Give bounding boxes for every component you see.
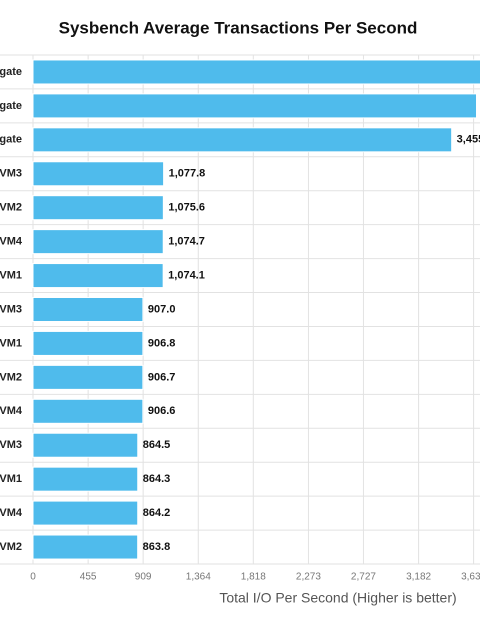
bar: [32, 297, 144, 322]
value-label: 906.8: [148, 337, 176, 349]
x-tick-label: 455: [80, 572, 97, 583]
category-label: VM3: [0, 303, 22, 315]
category-label: VM3: [0, 168, 22, 180]
bar: [32, 161, 165, 187]
bar: [32, 330, 144, 356]
category-label: VM1: [0, 269, 22, 281]
value-label: 1,077.8: [169, 168, 206, 180]
x-tick-label: 909: [135, 572, 152, 583]
value-label: 1,074.1: [168, 269, 205, 281]
value-label: 1,074.7: [168, 236, 205, 248]
category-label: VM1: [0, 337, 22, 349]
value-label: 906.7: [148, 371, 176, 383]
chart-title: Sysbench Average Transactions Per Second: [59, 18, 418, 37]
bar: [32, 59, 480, 85]
category-label: VM3: [0, 439, 22, 451]
category-label: VM1: [0, 473, 22, 485]
bar: [32, 229, 164, 255]
x-tick-label: 3,636: [461, 572, 480, 583]
value-label: 863.8: [143, 541, 171, 553]
bar: [32, 466, 139, 492]
category-label: gate: [0, 66, 22, 78]
bar: [32, 263, 164, 289]
category-label: VM4: [0, 236, 23, 248]
bar: [32, 534, 139, 560]
category-label: gate: [0, 134, 22, 146]
bar: [32, 398, 144, 424]
value-label: 864.2: [143, 507, 171, 519]
bar: [32, 500, 139, 526]
value-label: 864.5: [143, 439, 171, 451]
category-label: gate: [0, 100, 22, 112]
x-tick-label: 0: [30, 572, 36, 583]
bar: [32, 364, 144, 390]
x-tick-label: 2,727: [351, 572, 376, 583]
bar: [32, 127, 453, 153]
bar: [32, 195, 164, 221]
category-label: VM4: [0, 507, 23, 519]
value-label: 3,455: [457, 134, 480, 146]
category-label: VM2: [0, 541, 22, 553]
value-label: 906.6: [148, 405, 176, 417]
category-label: VM4: [0, 405, 23, 417]
x-tick-label: 1,364: [186, 572, 211, 583]
value-label: 907.0: [148, 303, 176, 315]
x-tick-label: 3,182: [406, 572, 431, 583]
x-tick-label: 1,818: [241, 572, 266, 583]
category-label: VM2: [0, 202, 22, 214]
value-label: 1,075.6: [168, 202, 205, 214]
x-tick-label: 2,273: [296, 572, 321, 583]
bar: [32, 93, 478, 119]
value-label: 864.3: [143, 473, 171, 485]
category-label: VM2: [0, 371, 22, 383]
bar: [32, 432, 139, 458]
x-axis-label: Total I/O Per Second (Higher is better): [219, 590, 456, 606]
